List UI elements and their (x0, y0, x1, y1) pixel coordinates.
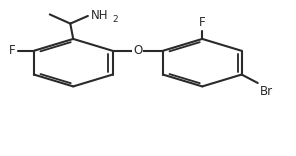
Text: Br: Br (260, 85, 273, 98)
Text: 2: 2 (113, 15, 118, 24)
Text: NH: NH (91, 9, 108, 22)
Text: F: F (9, 44, 15, 57)
Text: O: O (133, 44, 142, 57)
Text: F: F (199, 16, 205, 29)
